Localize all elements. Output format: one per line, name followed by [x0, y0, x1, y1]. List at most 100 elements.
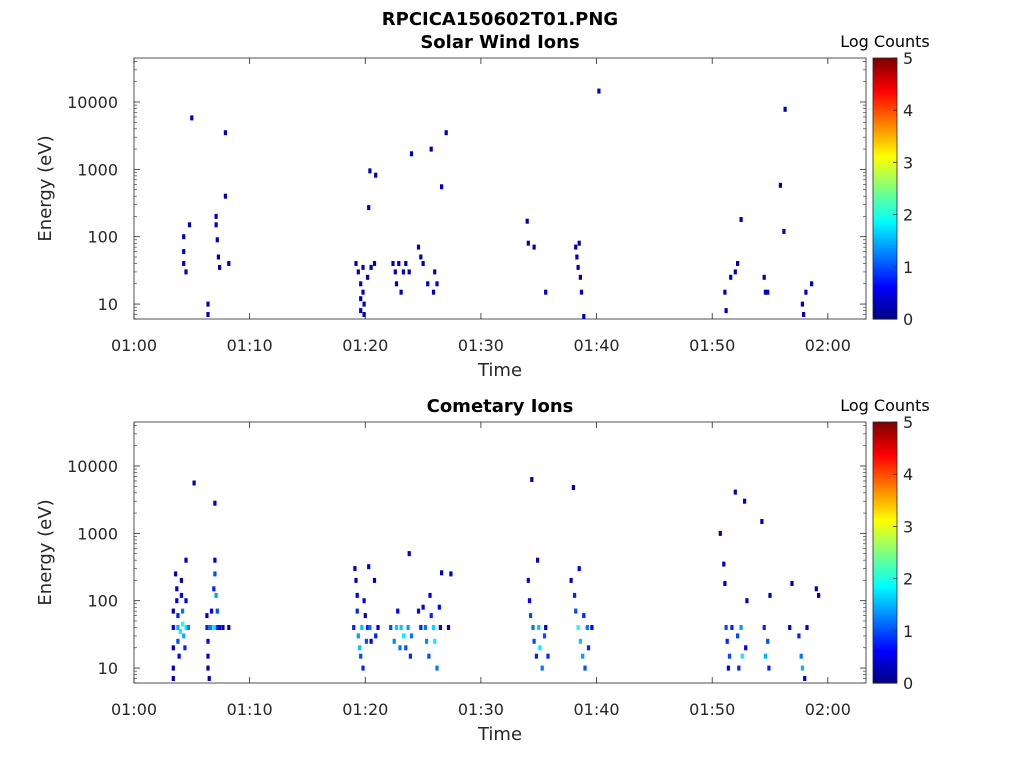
colorbar-segment — [873, 543, 897, 547]
x-tick-label: 01:50 — [689, 336, 735, 355]
heatmap-cell — [374, 633, 378, 639]
colorbar-segment — [873, 60, 897, 63]
heatmap-cell — [184, 557, 188, 563]
colorbar-segment — [873, 532, 897, 536]
colorbar-segment — [873, 249, 897, 253]
colorbar-segment — [873, 147, 897, 150]
heatmap-cell — [179, 577, 183, 583]
heatmap-cell — [187, 222, 192, 228]
colorbar-segment — [873, 519, 897, 523]
colorbar-tick-label: 4 — [903, 101, 913, 120]
colorbar-tick-label: 1 — [903, 258, 913, 277]
heatmap-cell — [206, 312, 210, 317]
colorbar-segment — [873, 643, 897, 647]
heatmap-cell — [530, 477, 534, 482]
x-tick-label: 01:30 — [458, 336, 504, 355]
colorbar-segment — [873, 90, 897, 94]
heatmap-cell — [205, 625, 209, 630]
colorbar-segment — [873, 251, 897, 255]
heatmap-cell — [374, 172, 378, 178]
heatmap-cell — [409, 151, 414, 157]
heatmap-cell — [768, 592, 772, 598]
colorbar-segment — [873, 247, 897, 250]
heatmap-cell — [542, 633, 547, 639]
heatmap-cell — [178, 628, 182, 634]
heatmap-cell — [372, 577, 377, 583]
x-tick-label: 01:10 — [227, 336, 273, 355]
colorbar-segment — [873, 179, 897, 183]
heatmap-cell — [429, 613, 433, 619]
colorbar-segment — [873, 277, 897, 281]
heatmap-cell — [730, 625, 734, 630]
heatmap-cell — [810, 281, 814, 287]
colorbar-segment — [873, 500, 897, 504]
y-tick-label: 100 — [87, 228, 118, 247]
colorbar-segment — [873, 472, 897, 475]
heatmap-cell — [171, 676, 175, 681]
heatmap-cell — [393, 269, 397, 275]
colorbar-tick-label: 4 — [903, 465, 913, 484]
colorbar-segment — [873, 229, 897, 233]
colorbar-segment — [873, 441, 897, 445]
heatmap-cell — [763, 289, 767, 295]
colorbar-segment — [873, 450, 897, 454]
heatmap-cell — [579, 289, 584, 295]
heatmap-cell — [534, 653, 538, 659]
colorbar-segment — [873, 615, 897, 619]
colorbar-segment — [873, 559, 897, 562]
heatmap-cell — [802, 312, 806, 317]
heatmap-cell — [724, 625, 728, 630]
heatmap-cells — [182, 88, 814, 319]
colorbar-segment — [873, 585, 897, 588]
colorbar-segment — [873, 506, 897, 510]
colorbar-segment — [873, 212, 897, 216]
heatmap-cell — [578, 274, 582, 280]
colorbar-segment — [873, 155, 897, 159]
x-tick-label: 02:00 — [805, 700, 851, 719]
colorbar-segment — [873, 628, 897, 632]
colorbar-segment — [873, 153, 897, 157]
plot-area — [133, 57, 867, 320]
colorbar-segment — [873, 140, 897, 144]
colorbar-segment — [873, 435, 897, 438]
heatmap-cell — [213, 500, 217, 506]
heatmap-cell — [182, 261, 186, 266]
heatmap-cell — [423, 625, 427, 630]
heatmap-cell — [354, 577, 358, 583]
colorbar-segment — [873, 513, 897, 517]
colorbar-segment — [873, 587, 897, 591]
colorbar-segment — [873, 186, 897, 190]
heatmap-cell — [184, 598, 188, 604]
colorbar-segment — [873, 216, 897, 220]
heatmap-cell — [404, 645, 408, 651]
colorbar-tick-label: 2 — [903, 206, 913, 225]
heatmap-cell — [354, 261, 358, 266]
colorbar-segment — [873, 554, 897, 558]
heatmap-cell — [175, 598, 179, 604]
colorbar-segment — [873, 188, 897, 192]
colorbar-segment — [873, 485, 897, 488]
heatmap-cell — [582, 613, 586, 619]
heatmap-cell — [762, 274, 766, 280]
heatmap-cell — [398, 645, 402, 651]
heatmap-cell — [360, 625, 364, 630]
colorbar-segment — [873, 282, 897, 285]
heatmap-cell — [376, 625, 380, 630]
colorbar-segment — [873, 552, 897, 556]
colorbar-segment — [873, 190, 897, 194]
colorbar-segment — [873, 448, 897, 451]
colorbar-segment — [873, 669, 897, 673]
heatmap-cell — [223, 193, 227, 199]
heatmap-cell — [767, 665, 771, 671]
y-axis-label: Energy (eV) — [35, 499, 56, 605]
panel-title: Cometary Ions — [427, 396, 574, 417]
heatmap-cell — [176, 638, 180, 644]
colorbar-segment — [873, 663, 897, 667]
colorbar-segment — [873, 606, 897, 610]
colorbar-segment — [873, 201, 897, 205]
colorbar-segment — [873, 474, 897, 477]
heatmap-cell — [227, 261, 231, 266]
colorbar-segment — [873, 624, 897, 628]
colorbar-segment — [873, 105, 897, 109]
colorbar-segment — [873, 221, 897, 224]
